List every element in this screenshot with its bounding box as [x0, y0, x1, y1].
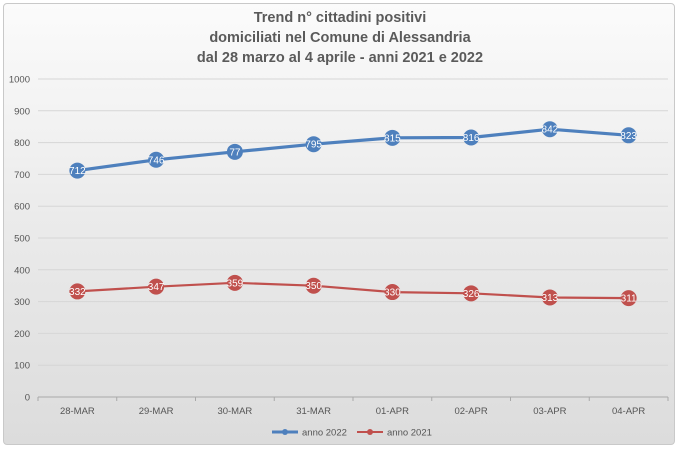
- data-label: 816: [463, 133, 480, 144]
- x-tick-label: 02-APR: [454, 406, 487, 417]
- chart-title-line-2: domiciliati nel Comune di Alessandria: [209, 30, 471, 46]
- legend-label: anno 2022: [302, 428, 347, 439]
- y-tick-label: 500: [14, 234, 30, 245]
- data-point: [148, 151, 165, 168]
- data-label: 712: [69, 166, 86, 177]
- x-tick-label: 30-MAR: [217, 406, 252, 417]
- y-tick-label: 0: [25, 393, 30, 404]
- data-point: [384, 284, 401, 301]
- data-label: 823: [620, 131, 637, 142]
- x-tick-label: 04-APR: [612, 406, 645, 417]
- chart-title-line-3: dal 28 marzo al 4 aprile - anni 2021 e 2…: [196, 50, 484, 66]
- x-tick-label: 29-MAR: [139, 406, 174, 417]
- y-tick-label: 900: [14, 106, 30, 117]
- data-point: [620, 127, 637, 144]
- data-point: [384, 129, 401, 146]
- data-label: 746: [148, 155, 165, 166]
- data-point: [69, 283, 86, 300]
- y-tick-label: 400: [14, 265, 30, 276]
- data-label: 311: [621, 294, 637, 305]
- data-point: [305, 277, 322, 294]
- y-tick-label: 100: [14, 361, 30, 372]
- data-point: [541, 121, 558, 138]
- data-label: 332: [69, 287, 86, 298]
- data-label: 359: [227, 278, 244, 289]
- y-tick-label: 300: [14, 297, 30, 308]
- x-tick-label: 31-MAR: [296, 406, 331, 417]
- y-tick-label: 200: [14, 329, 30, 340]
- y-tick-label: 700: [14, 170, 30, 181]
- chart-title-line-1: Trend n° cittadini positivi: [253, 10, 427, 26]
- legend-marker: [367, 429, 373, 435]
- series-line-2: [76, 281, 630, 300]
- x-tick-label: 03-APR: [533, 406, 566, 417]
- x-tick-label: 28-MAR: [60, 406, 95, 417]
- legend-marker: [282, 429, 288, 435]
- y-tick-label: 1000: [9, 75, 30, 86]
- data-label: 313: [542, 293, 559, 304]
- y-tick-label: 800: [14, 138, 30, 149]
- data-label: 795: [305, 140, 322, 151]
- data-point: [620, 290, 637, 307]
- data-point: [541, 289, 558, 306]
- data-point: [226, 274, 243, 291]
- data-label: 326: [463, 289, 480, 300]
- data-point: [463, 129, 480, 146]
- legend-label: anno 2021: [387, 428, 432, 439]
- data-label: 815: [384, 133, 401, 144]
- chart-frame: [3, 3, 675, 445]
- data-label: 350: [305, 281, 322, 292]
- data-point: [226, 143, 243, 160]
- data-label: 77: [229, 147, 241, 158]
- data-label: 842: [542, 125, 559, 136]
- series-line-1: [75, 127, 631, 173]
- y-tick-label: 600: [14, 202, 30, 213]
- data-point: [305, 136, 322, 153]
- x-tick-label: 01-APR: [376, 406, 409, 417]
- data-label: 330: [384, 288, 401, 299]
- data-point: [69, 162, 86, 179]
- data-point: [463, 285, 480, 302]
- data-label: 347: [148, 282, 165, 293]
- data-point: [148, 278, 165, 295]
